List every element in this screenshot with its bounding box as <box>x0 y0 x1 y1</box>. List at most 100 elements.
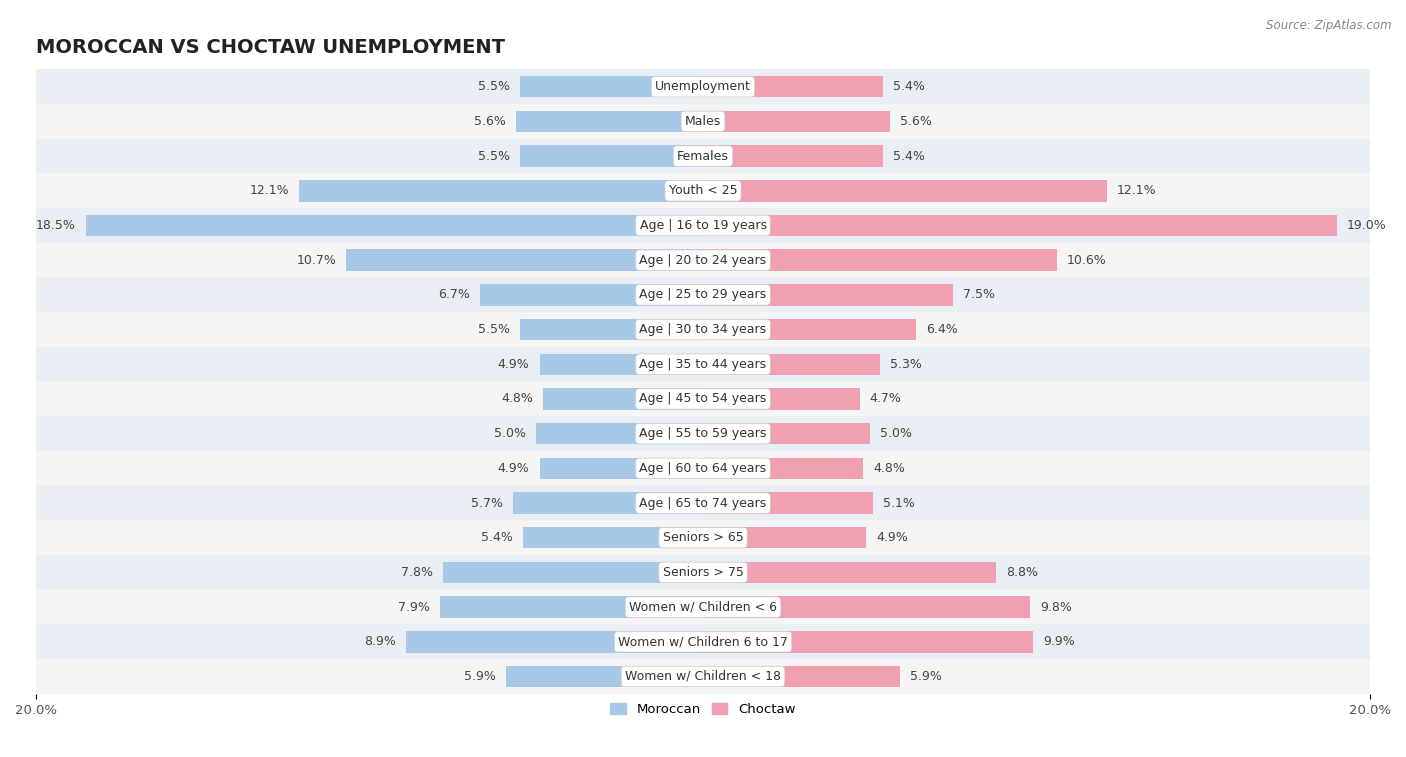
Bar <box>37 104 1369 139</box>
Bar <box>37 347 1369 382</box>
Bar <box>479 284 703 306</box>
Bar <box>703 180 1107 201</box>
Text: Source: ZipAtlas.com: Source: ZipAtlas.com <box>1267 19 1392 32</box>
Text: 5.5%: 5.5% <box>478 80 509 93</box>
Text: 6.4%: 6.4% <box>927 323 959 336</box>
Bar <box>299 180 703 201</box>
Bar <box>520 76 703 98</box>
Text: Age | 16 to 19 years: Age | 16 to 19 years <box>640 219 766 232</box>
Text: Males: Males <box>685 115 721 128</box>
Bar <box>703 665 900 687</box>
Bar <box>703 284 953 306</box>
Text: 5.5%: 5.5% <box>478 323 509 336</box>
Bar <box>703 145 883 167</box>
Text: 19.0%: 19.0% <box>1347 219 1386 232</box>
Bar <box>37 243 1369 278</box>
Bar <box>520 319 703 341</box>
Text: 7.9%: 7.9% <box>398 600 429 614</box>
Text: 8.9%: 8.9% <box>364 635 396 648</box>
Bar <box>703 388 859 410</box>
Text: 5.6%: 5.6% <box>900 115 932 128</box>
Bar <box>440 597 703 618</box>
Bar <box>37 208 1369 243</box>
Text: Females: Females <box>678 150 728 163</box>
Text: 5.6%: 5.6% <box>474 115 506 128</box>
Text: Age | 25 to 29 years: Age | 25 to 29 years <box>640 288 766 301</box>
Text: Women w/ Children 6 to 17: Women w/ Children 6 to 17 <box>619 635 787 648</box>
Text: Women w/ Children < 6: Women w/ Children < 6 <box>628 600 778 614</box>
Text: 5.4%: 5.4% <box>893 80 925 93</box>
Bar <box>520 145 703 167</box>
Text: 10.7%: 10.7% <box>297 254 336 266</box>
Bar <box>516 111 703 132</box>
Text: Women w/ Children < 18: Women w/ Children < 18 <box>626 670 780 683</box>
Text: 18.5%: 18.5% <box>37 219 76 232</box>
Text: 12.1%: 12.1% <box>250 184 290 198</box>
Bar <box>536 423 703 444</box>
Text: 12.1%: 12.1% <box>1116 184 1156 198</box>
Bar <box>703 527 866 549</box>
Text: 10.6%: 10.6% <box>1067 254 1107 266</box>
Text: 5.9%: 5.9% <box>910 670 942 683</box>
Text: 5.7%: 5.7% <box>471 497 503 509</box>
Bar <box>703 76 883 98</box>
Text: MOROCCAN VS CHOCTAW UNEMPLOYMENT: MOROCCAN VS CHOCTAW UNEMPLOYMENT <box>37 38 505 57</box>
Text: 5.5%: 5.5% <box>478 150 509 163</box>
Bar <box>37 70 1369 104</box>
Bar <box>703 111 890 132</box>
Bar <box>37 486 1369 520</box>
Text: 5.4%: 5.4% <box>893 150 925 163</box>
Bar <box>703 249 1056 271</box>
Bar <box>37 312 1369 347</box>
Text: 5.4%: 5.4% <box>481 531 513 544</box>
Text: 7.5%: 7.5% <box>963 288 995 301</box>
Text: 7.8%: 7.8% <box>401 566 433 579</box>
Bar <box>37 416 1369 451</box>
Bar <box>86 215 703 236</box>
Bar <box>37 173 1369 208</box>
Bar <box>703 457 863 479</box>
Bar <box>37 520 1369 555</box>
Text: 9.8%: 9.8% <box>1040 600 1071 614</box>
Bar <box>543 388 703 410</box>
Text: Age | 30 to 34 years: Age | 30 to 34 years <box>640 323 766 336</box>
Bar <box>37 278 1369 312</box>
Text: 4.7%: 4.7% <box>870 392 901 406</box>
Text: 4.9%: 4.9% <box>876 531 908 544</box>
Bar <box>37 451 1369 486</box>
Bar <box>703 215 1337 236</box>
Text: 4.9%: 4.9% <box>498 358 530 371</box>
Bar <box>443 562 703 583</box>
Bar <box>540 354 703 375</box>
Bar <box>37 625 1369 659</box>
Text: 5.9%: 5.9% <box>464 670 496 683</box>
Bar <box>513 492 703 514</box>
Bar <box>506 665 703 687</box>
Bar <box>703 631 1033 653</box>
Text: Unemployment: Unemployment <box>655 80 751 93</box>
Bar <box>540 457 703 479</box>
Bar <box>703 423 870 444</box>
Text: 4.8%: 4.8% <box>873 462 905 475</box>
Bar <box>346 249 703 271</box>
Bar <box>37 382 1369 416</box>
Text: Age | 35 to 44 years: Age | 35 to 44 years <box>640 358 766 371</box>
Text: Age | 65 to 74 years: Age | 65 to 74 years <box>640 497 766 509</box>
Bar <box>703 354 880 375</box>
Bar <box>37 590 1369 625</box>
Bar <box>37 659 1369 694</box>
Bar <box>37 139 1369 173</box>
Text: Seniors > 75: Seniors > 75 <box>662 566 744 579</box>
Text: 8.8%: 8.8% <box>1007 566 1039 579</box>
Text: 5.1%: 5.1% <box>883 497 915 509</box>
Text: 9.9%: 9.9% <box>1043 635 1076 648</box>
Text: 5.0%: 5.0% <box>495 427 526 440</box>
Text: Age | 20 to 24 years: Age | 20 to 24 years <box>640 254 766 266</box>
Bar <box>703 562 997 583</box>
Bar <box>523 527 703 549</box>
Text: 4.9%: 4.9% <box>498 462 530 475</box>
Text: 5.3%: 5.3% <box>890 358 922 371</box>
Text: Age | 45 to 54 years: Age | 45 to 54 years <box>640 392 766 406</box>
Legend: Moroccan, Choctaw: Moroccan, Choctaw <box>605 698 801 721</box>
Text: Youth < 25: Youth < 25 <box>669 184 737 198</box>
